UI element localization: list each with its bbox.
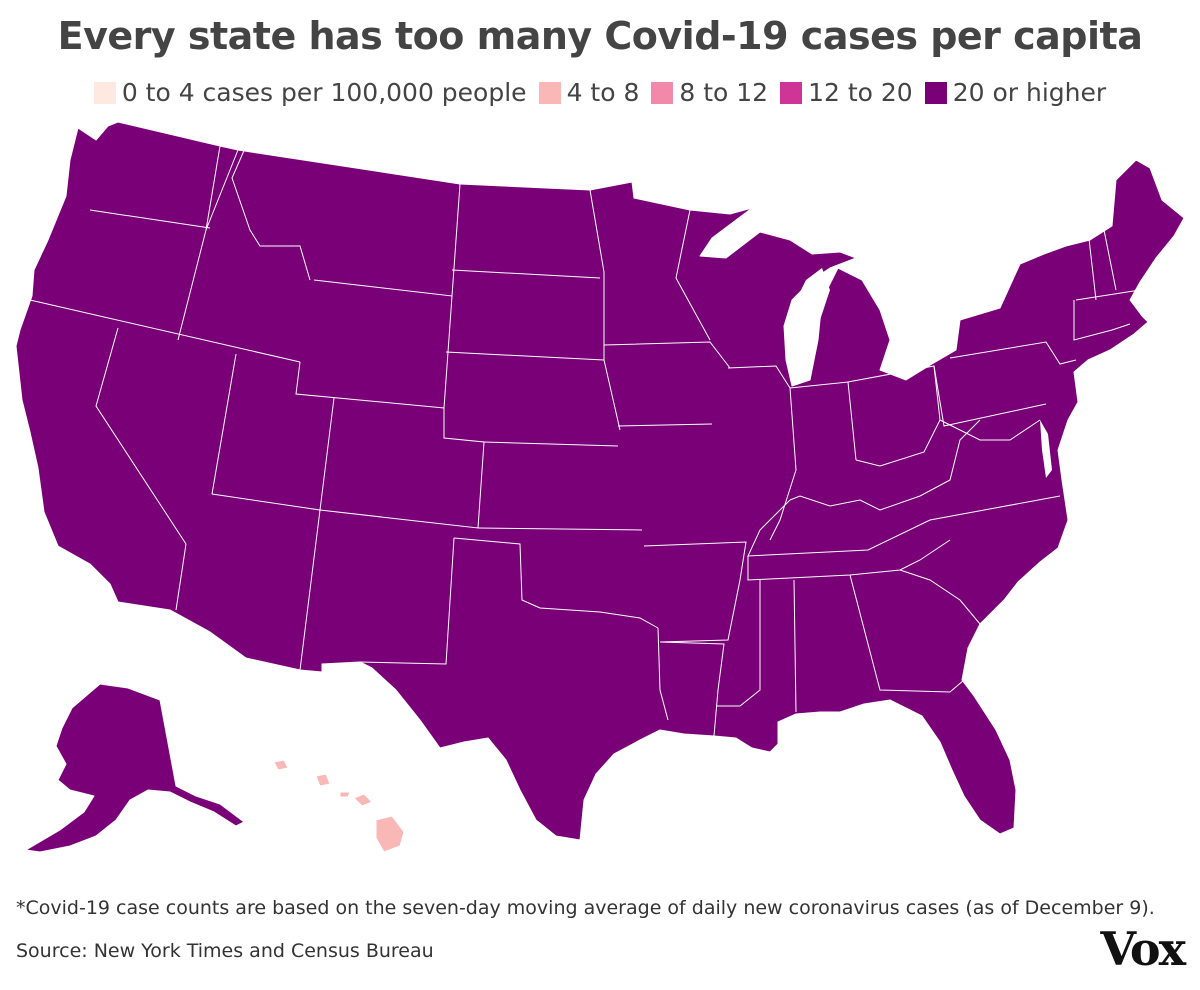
us-map <box>0 110 1200 870</box>
state-borders <box>29 145 1141 737</box>
lower-48-states <box>15 121 1185 841</box>
chesapeake-bay <box>1040 420 1052 478</box>
legend-swatch <box>538 81 561 104</box>
legend-label: 4 to 8 <box>566 78 640 107</box>
legend-item-12-20: 12 to 20 <box>780 78 913 107</box>
hawaii-oahu <box>315 773 331 787</box>
vox-logo: Vox <box>1100 922 1186 976</box>
hawaii-maui <box>353 793 373 807</box>
chart-title: Every state has too many Covid-19 cases … <box>57 14 1143 58</box>
hawaii-kauai <box>273 759 289 771</box>
legend-item-4-8: 4 to 8 <box>538 78 640 107</box>
legend: 0 to 4 cases per 100,000 people 4 to 8 8… <box>0 78 1200 107</box>
us-map-svg <box>15 121 1185 853</box>
legend-swatch <box>780 81 803 104</box>
legend-label: 12 to 20 <box>808 78 913 107</box>
legend-swatch <box>924 81 947 104</box>
legend-label: 20 or higher <box>952 78 1107 107</box>
hawaii-molokai <box>339 791 351 798</box>
legend-label: 0 to 4 cases per 100,000 people <box>121 78 527 107</box>
legend-item-20-plus: 20 or higher <box>924 78 1107 107</box>
lake-michigan <box>786 268 830 386</box>
legend-swatch <box>651 81 674 104</box>
hawaii-big-island <box>375 815 405 853</box>
legend-label: 8 to 12 <box>679 78 769 107</box>
legend-swatch <box>93 81 116 104</box>
alaska <box>25 683 245 853</box>
hawaii <box>273 759 405 853</box>
legend-item-8-12: 8 to 12 <box>651 78 768 107</box>
source-credit: Source: New York Times and Census Bureau <box>16 940 434 962</box>
legend-item-0-4: 0 to 4 cases per 100,000 people <box>93 78 527 107</box>
footnote: *Covid-19 case counts are based on the s… <box>16 897 1155 919</box>
